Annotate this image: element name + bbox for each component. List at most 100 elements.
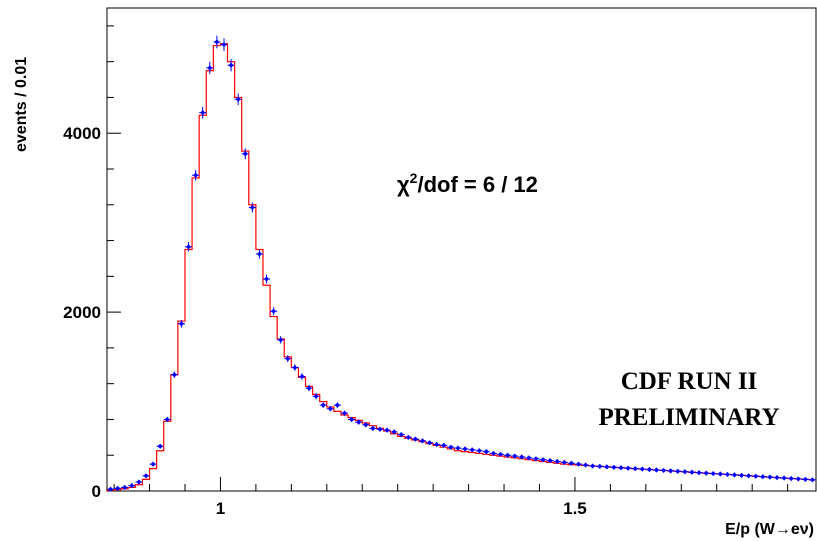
x-tick-label: 1.5	[563, 499, 587, 518]
data-point	[610, 464, 618, 470]
data-point	[234, 93, 242, 106]
data-point	[489, 450, 497, 457]
data-point	[808, 477, 816, 483]
data-point	[709, 470, 717, 477]
data-point	[723, 471, 731, 478]
data-point	[121, 484, 129, 491]
data-point	[496, 451, 505, 457]
data-point	[688, 469, 696, 475]
data-points	[107, 35, 816, 492]
data-point	[355, 419, 363, 425]
data-point	[404, 434, 412, 440]
data-point	[716, 471, 724, 477]
data-point	[192, 169, 200, 181]
data-point	[362, 422, 370, 428]
data-point	[511, 453, 519, 459]
data-point	[801, 476, 809, 482]
data-point	[440, 442, 448, 448]
data-point	[397, 432, 405, 438]
data-point	[340, 410, 349, 416]
data-point	[461, 446, 469, 452]
data-point	[163, 416, 171, 423]
data-point	[532, 456, 540, 462]
data-point	[780, 475, 788, 481]
data-point	[376, 426, 384, 432]
data-point	[326, 406, 334, 412]
y-tick-labels: 0 2000 4000	[63, 124, 101, 501]
y-tick-label: 4000	[63, 124, 101, 143]
plot-frame	[106, 7, 817, 492]
data-point	[277, 336, 285, 344]
y-axis-ticks	[107, 25, 121, 492]
chi2-text: /dof = 6 / 12	[417, 172, 537, 197]
data-point	[539, 457, 547, 463]
data-point	[170, 371, 178, 378]
data-point	[766, 474, 774, 480]
data-point	[149, 461, 157, 467]
data-point	[262, 274, 271, 284]
data-point	[589, 463, 597, 469]
data-point	[794, 476, 802, 482]
chi2-symbol: χ	[397, 172, 410, 197]
data-point	[553, 458, 561, 465]
data-point	[525, 455, 533, 461]
data-point	[333, 402, 341, 408]
data-point	[156, 443, 164, 449]
data-point	[773, 474, 781, 481]
x-axis-ticks	[113, 477, 789, 491]
data-point	[213, 35, 221, 49]
data-point	[631, 466, 639, 472]
preliminary-label: PRELIMINARY	[598, 404, 779, 431]
data-point	[291, 364, 299, 371]
data-point	[518, 454, 526, 460]
data-point	[617, 465, 625, 471]
data-point	[184, 242, 193, 252]
data-point	[674, 468, 682, 474]
data-point	[730, 472, 739, 478]
data-point	[433, 441, 441, 448]
data-point	[447, 444, 455, 450]
data-point	[546, 457, 554, 464]
data-point	[418, 438, 427, 444]
data-point	[787, 475, 795, 482]
data-point	[114, 485, 122, 491]
data-point	[645, 466, 653, 473]
data-point	[582, 462, 590, 468]
data-point	[135, 479, 143, 485]
data-point	[227, 59, 235, 72]
x-tick-labels: 1 1.5	[216, 499, 587, 518]
data-point	[638, 466, 646, 472]
data-point	[305, 385, 313, 392]
data-point	[383, 427, 391, 433]
data-point	[284, 355, 292, 363]
data-point	[603, 464, 611, 470]
data-point	[567, 460, 575, 466]
y-tick-label: 0	[92, 482, 101, 501]
data-point	[702, 470, 710, 476]
data-point	[468, 447, 476, 453]
data-point	[199, 106, 207, 119]
data-point	[667, 468, 675, 474]
chi2-superscript: 2	[410, 170, 418, 186]
data-point	[177, 319, 185, 328]
data-point	[745, 473, 753, 479]
data-point	[206, 61, 214, 75]
data-point	[482, 449, 490, 455]
y-tick-label: 2000	[63, 303, 101, 322]
chi2-annotation: χ2/dof = 6 / 12	[397, 170, 538, 197]
data-point	[560, 459, 568, 465]
plot-border	[106, 7, 817, 492]
data-point	[411, 436, 419, 442]
data-point	[596, 463, 604, 470]
data-point	[624, 465, 632, 471]
x-axis-title: E/p (W→eν)	[725, 521, 814, 538]
data-point	[454, 445, 462, 451]
data-point	[652, 467, 661, 473]
data-point	[319, 402, 327, 408]
x-tick-label: 1	[216, 499, 225, 518]
data-point	[220, 38, 228, 52]
data-point	[348, 416, 356, 423]
data-point	[142, 473, 150, 479]
data-point	[475, 448, 483, 454]
